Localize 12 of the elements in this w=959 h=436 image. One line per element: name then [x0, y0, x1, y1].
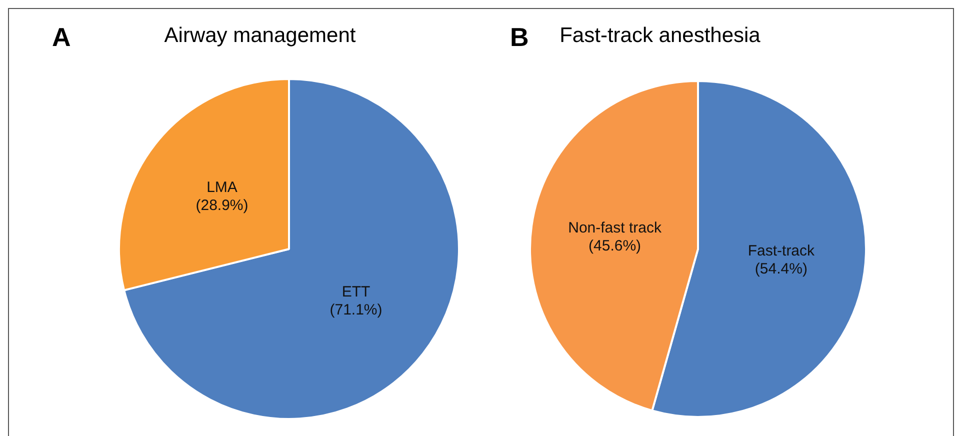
slice-label: LMA — [206, 178, 238, 196]
slice-label: Fast-track — [748, 242, 816, 260]
data-label: (28.9%) — [196, 196, 248, 214]
chart-title: Fast-track anesthesia — [560, 24, 760, 47]
data-label: (54.4%) — [754, 260, 808, 278]
slice-label: ETT — [342, 283, 370, 300]
slice-label: Non-fast track — [568, 220, 662, 237]
data-label: (71.1%) — [330, 301, 382, 318]
chart-title: Airway management — [163, 24, 357, 48]
text: A — [52, 22, 71, 53]
data-label: (45.6%) — [588, 238, 642, 255]
text: B — [510, 22, 529, 53]
